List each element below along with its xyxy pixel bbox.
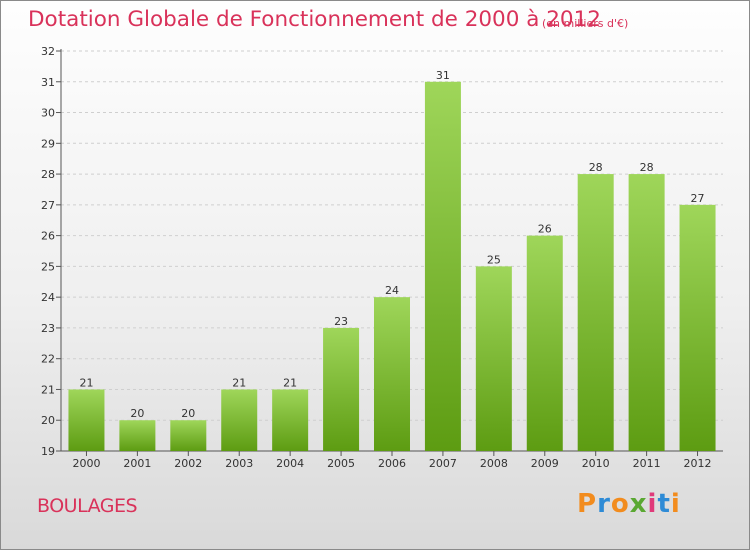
data-label: 21: [79, 376, 93, 389]
bar: [679, 204, 716, 451]
data-label: 28: [589, 161, 603, 174]
bars: [68, 81, 716, 452]
y-tick-label: 20: [41, 414, 55, 427]
logo-letter: i: [670, 489, 681, 519]
y-tick-label: 27: [41, 199, 55, 212]
y-tick-label: 25: [41, 260, 55, 273]
logo-letter: t: [657, 489, 671, 519]
bar: [577, 174, 614, 452]
y-tick-label: 26: [41, 230, 55, 243]
x-tick-label: 2007: [429, 457, 457, 470]
y-tick-label: 32: [41, 45, 55, 58]
bar: [170, 420, 207, 451]
data-label: 20: [181, 407, 195, 420]
city-name: BOULAGES: [37, 495, 138, 517]
data-label: 31: [436, 69, 450, 82]
y-tick-label: 21: [41, 383, 55, 396]
x-tick-label: 2001: [123, 457, 151, 470]
data-label: 21: [283, 376, 297, 389]
bar: [424, 81, 461, 452]
logo-letter: r: [597, 489, 611, 519]
y-tick-label: 22: [41, 353, 55, 366]
data-label: 26: [538, 223, 552, 236]
x-tick-label: 2008: [480, 457, 508, 470]
x-tick-label: 2005: [327, 457, 355, 470]
y-tick-label: 19: [41, 445, 55, 458]
x-tick-label: 2006: [378, 457, 406, 470]
logo-letter: o: [610, 489, 630, 519]
x-tick-label: 2002: [174, 457, 202, 470]
data-label: 21: [232, 376, 246, 389]
chart-subtitle: (en milliers d'€): [542, 17, 629, 30]
bar: [221, 389, 258, 451]
bar: [526, 235, 563, 451]
y-tick-label: 28: [41, 168, 55, 181]
bar: [628, 174, 665, 452]
bar: [475, 266, 512, 451]
bar: [374, 297, 410, 451]
logo-letter: x: [629, 489, 648, 519]
data-label: 25: [487, 253, 501, 266]
x-tick-label: 2009: [531, 457, 559, 470]
y-tick-label: 23: [41, 322, 55, 335]
logo-letter: P: [577, 489, 598, 519]
x-tick-label: 2004: [276, 457, 304, 470]
proxiti-logo[interactable]: Proxiti: [577, 489, 681, 519]
x-tick-label: 2011: [633, 457, 661, 470]
data-label: 27: [691, 192, 705, 205]
bar: [119, 420, 156, 451]
x-tick-label: 2003: [225, 457, 253, 470]
y-tick-label: 31: [41, 76, 55, 89]
logo-letter: i: [647, 489, 658, 519]
x-tick-label: 2010: [582, 457, 610, 470]
data-label: 28: [640, 161, 654, 174]
y-tick-label: 30: [41, 107, 55, 120]
bar: [323, 327, 360, 451]
y-tick-label: 29: [41, 137, 55, 150]
labels: 19 20 21 22 23 24 25 26 27 28 29 30 31 32 21 2000 20 2001…: [41, 45, 712, 470]
chart-title: Dotation Globale de Fonctionnement de 20…: [28, 7, 601, 32]
x-tick-label: 2000: [72, 457, 100, 470]
y-tick-label: 24: [41, 291, 55, 304]
data-label: 24: [385, 284, 399, 297]
data-label: 20: [130, 407, 144, 420]
x-tick-label: 2012: [684, 457, 712, 470]
bar: [272, 389, 309, 451]
bar: [68, 389, 105, 451]
data-label: 23: [334, 315, 348, 328]
